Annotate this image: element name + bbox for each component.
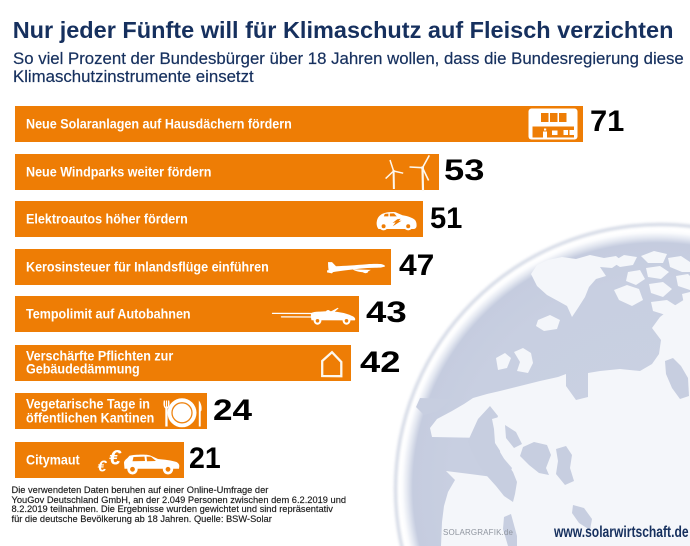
svg-text:€: € [98,459,108,476]
svg-text:€: € [109,447,122,470]
